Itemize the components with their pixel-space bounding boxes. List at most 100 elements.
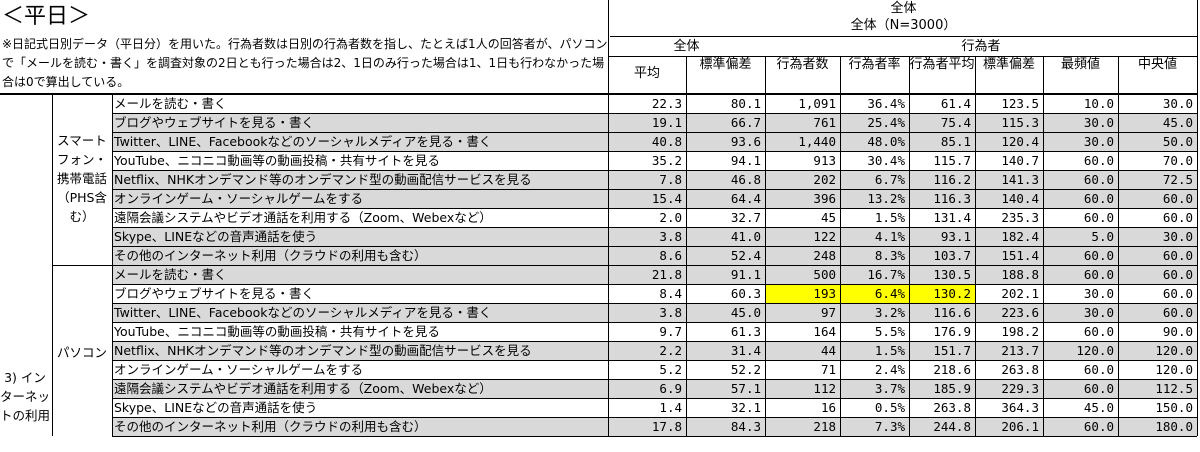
row-item-label: Skype、LINEなどの音声通話を使う — [114, 229, 318, 244]
row-item-label: Twitter、LINE、Facebookなどのソーシャルメディアを見る・書く — [114, 134, 492, 149]
table-cell-value: 115.3 — [1001, 115, 1039, 130]
shaded-row-band — [112, 132, 1197, 151]
grid-line — [112, 189, 1197, 190]
table-cell-value: 57.1 — [730, 381, 761, 396]
row-item-label: 遠隔会議システムやビデオ通話を利用する（Zoom、Webexなど） — [114, 210, 492, 225]
grid-line — [112, 398, 1197, 399]
table-cell-value: 48.0% — [867, 134, 905, 149]
table-cell-value: 3.7% — [874, 381, 905, 396]
table-cell-value: 60.0 — [1162, 267, 1193, 282]
row-item-label: その他のインターネット利用（クラウドの利用も含む） — [114, 248, 427, 263]
table-cell-value: 66.7 — [730, 115, 761, 130]
table-cell-value: 151.7 — [933, 343, 971, 358]
table-cell-value: 60.0 — [1083, 324, 1114, 339]
table-cell-value: 0.5% — [874, 400, 905, 415]
table-cell-value: 45.0 — [730, 305, 761, 320]
row-item-label: Skype、LINEなどの音声通話を使う — [114, 400, 318, 415]
column-header: 行為者率 — [848, 57, 901, 72]
table-cell-value: 25.4% — [867, 115, 905, 130]
table-cell-value: 2.0 — [659, 210, 682, 225]
section-label: 3) インターネットの利用 — [0, 370, 50, 423]
table-cell-value: 60.0 — [1162, 248, 1193, 263]
column-header: 中央値 — [1137, 57, 1177, 72]
table-cell-value: 52.2 — [730, 362, 761, 377]
shaded-row-band — [112, 246, 1197, 265]
table-cell-value: 60.0 — [1162, 286, 1193, 301]
column-header: 標準偏差 — [982, 57, 1035, 72]
table-cell-value: 500 — [813, 267, 836, 282]
table-cell-value: 94.1 — [730, 153, 761, 168]
grid-line — [112, 227, 1197, 228]
table-cell-value: 30.0 — [1162, 229, 1193, 244]
table-cell-value: 35.2 — [651, 153, 682, 168]
table-cell-value: 130.2 — [933, 286, 971, 301]
table-cell-value: 202 — [813, 172, 836, 187]
row-item-label: Twitter、LINE、Facebookなどのソーシャルメディアを見る・書く — [114, 305, 492, 320]
table-cell-value: 60.0 — [1083, 381, 1114, 396]
highlight-cell — [840, 284, 909, 303]
table-cell-value: 60.0 — [1083, 210, 1114, 225]
table-cell-value: 32.7 — [730, 210, 761, 225]
table-cell-value: 223.6 — [1001, 305, 1039, 320]
table-cell-value: 7.3% — [874, 419, 905, 434]
group-label-pc: パソコン — [56, 345, 107, 360]
table-cell-value: 263.8 — [933, 400, 971, 415]
grid-line — [112, 113, 1197, 114]
table-cell-value: 19.1 — [651, 115, 682, 130]
table-cell-value: 120.0 — [1076, 343, 1114, 358]
table-cell-value: 60.0 — [1083, 248, 1114, 263]
grid-line — [112, 322, 1197, 323]
footnote: ※日記式日別データ（平日分）を用いた。行為者数は日別の行為者数を指し、たとえば1… — [2, 37, 608, 89]
table-cell-value: 2.4% — [874, 362, 905, 377]
table-cell-value: 244.8 — [933, 419, 971, 434]
table-cell-value: 120.4 — [1001, 134, 1039, 149]
table-cell-value: 9.7 — [659, 324, 682, 339]
grid-line — [112, 341, 1197, 342]
row-item-label: ブログやウェブサイトを見る・書く — [114, 115, 315, 130]
table-cell-value: 120.0 — [1155, 362, 1193, 377]
column-header: 行為者平均 — [909, 57, 975, 72]
table-cell-value: 3.8 — [659, 229, 682, 244]
shaded-row-band — [112, 189, 1197, 208]
table-cell-value: 16.7% — [867, 267, 905, 282]
table-cell-value: 36.4% — [867, 96, 905, 111]
table-cell-value: 16 — [820, 400, 836, 415]
table-cell-value: 5.2 — [659, 362, 682, 377]
grid-line — [909, 56, 910, 436]
table-cell-value: 1,091 — [798, 96, 836, 111]
grid-line — [112, 379, 1197, 380]
shaded-row-band — [112, 417, 1197, 436]
grid-line — [686, 56, 687, 436]
table-cell-value: 21.8 — [651, 267, 682, 282]
table-cell-value: 60.0 — [1083, 172, 1114, 187]
table-cell-value: 60.0 — [1083, 267, 1114, 282]
grid-line — [610, 36, 1197, 37]
table-cell-value: 61.3 — [730, 324, 761, 339]
grid-line — [112, 246, 1197, 247]
table-cell-value: 1.5% — [874, 210, 905, 225]
row-item-label: Netflix、NHKオンデマンド等のオンデマンド型の動画配信サービスを見る — [114, 343, 532, 358]
grid-line — [52, 94, 53, 436]
group-label-smartphone: スマートフォン・携帯電話（PHS含む） — [56, 133, 107, 224]
table-cell-value: 30.0 — [1162, 96, 1193, 111]
grid-line — [840, 56, 841, 436]
table-cell-value: 116.3 — [933, 191, 971, 206]
grid-line — [608, 0, 609, 436]
table-cell-value: 3.2% — [874, 305, 905, 320]
grid-line — [112, 265, 1197, 266]
table-cell-value: 6.4% — [874, 286, 905, 301]
table-cell-value: 103.7 — [933, 248, 971, 263]
table-cell-value: 30.0 — [1083, 134, 1114, 149]
table-cell-value: 91.1 — [730, 267, 761, 282]
table-cell-value: 150.0 — [1155, 400, 1193, 415]
grid-line — [112, 360, 1197, 361]
table-cell-value: 40.8 — [651, 134, 682, 149]
shaded-row-band — [112, 341, 1197, 360]
row-item-label: メールを読む・書く — [114, 96, 227, 111]
table-cell-value: 3.8 — [659, 305, 682, 320]
header-sub-actor: 行為者 — [961, 39, 1001, 54]
grid-line — [608, 56, 1198, 57]
grid-line — [0, 93, 1198, 95]
table-cell-value: 2.2 — [659, 343, 682, 358]
